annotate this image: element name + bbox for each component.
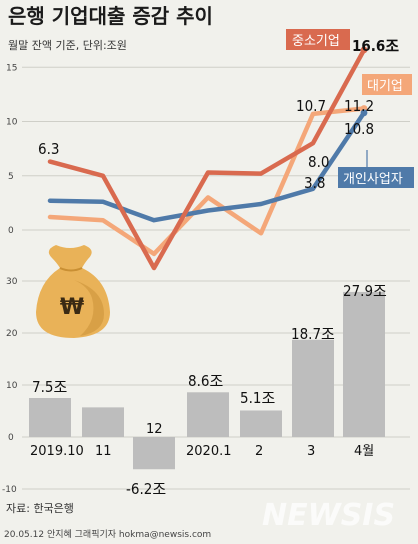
bar-label-mar: 18.7조 (291, 325, 335, 343)
legend-tag-individual: 개인사업자 (338, 150, 414, 188)
bar-y-tick-20: 20 (6, 329, 18, 339)
bar-label-dec: -6.2조 (126, 480, 166, 498)
bar-y-tick-minus10: -10 (2, 485, 17, 495)
chart-subtitle: 월말 잔액 기준, 단위:조원 (8, 39, 127, 52)
line-y-tick-5: 5 (8, 172, 14, 182)
label-sme-apr: 16.6조 (352, 37, 399, 55)
bar-series (29, 291, 385, 470)
bar-label-jan: 8.6조 (188, 372, 223, 390)
x-label-apr: 4월 (354, 444, 374, 459)
line-y-tick-0: 0 (8, 226, 14, 236)
label-sme-mar: 8.0 (308, 153, 329, 171)
bar-label-apr: 27.9조 (343, 282, 387, 300)
bar-chart-y-ticks: 30 20 10 0 -10 (2, 277, 18, 495)
label-large-mar: 10.7 (296, 97, 326, 115)
bar-4 (240, 410, 282, 437)
legend-label-individual: 개인사업자 (343, 172, 403, 187)
watermark-logo: NEWSIS (262, 498, 395, 533)
bar-y-tick-30: 30 (6, 277, 18, 287)
svg-text:₩: ₩ (60, 295, 84, 320)
bar-y-tick-10: 10 (6, 381, 18, 391)
legend-tag-sme: 중소기업 (286, 29, 350, 50)
x-label-feb: 2 (255, 444, 263, 459)
legend-tag-large: 대기업 (362, 74, 412, 95)
credit-line: 20.05.12 안지혜 그래픽기자 hokma@newsis.com (4, 528, 211, 540)
x-label-oct: 2019.10 (30, 444, 84, 459)
line-y-tick-10: 10 (6, 118, 18, 128)
bar-label-oct: 7.5조 (32, 378, 67, 396)
series-point-2-6 (360, 109, 368, 117)
line-value-labels: 6.3 16.6조 10.7 11.2 8.0 3.8 10.8 (38, 37, 399, 192)
bar-5 (292, 339, 334, 437)
bar-value-labels: 7.5조 -6.2조 8.6조 5.1조 18.7조 27.9조 (32, 282, 387, 498)
legend-label-sme: 중소기업 (292, 34, 340, 49)
label-sme-oct: 6.3 (38, 140, 59, 158)
x-label-mar: 3 (307, 444, 315, 459)
bar-label-feb: 5.1조 (240, 389, 275, 407)
label-ind-apr: 10.8 (344, 120, 374, 138)
label-large-apr: 11.2 (344, 97, 374, 115)
bar-2 (133, 437, 175, 470)
bar-0 (29, 398, 71, 437)
x-label-nov: 11 (95, 444, 112, 459)
x-label-dec: 12 (146, 422, 163, 437)
series-line-2 (47, 110, 367, 223)
bar-y-tick-0: 0 (8, 433, 14, 443)
chart-title: 은행 기업대출 증감 추이 (8, 4, 213, 28)
label-ind-mar: 3.8 (304, 174, 325, 192)
bar-3 (187, 392, 229, 437)
line-chart-grid (22, 66, 410, 231)
series-point-0-6 (360, 46, 368, 54)
legend-label-large: 대기업 (367, 79, 403, 94)
series-line-0 (47, 47, 367, 271)
bar-6 (343, 291, 385, 437)
money-bag-won-icon: ₩ (36, 245, 110, 338)
bar-1 (82, 407, 124, 437)
source-note: 자료: 한국은행 (6, 502, 74, 515)
series-line-1 (47, 106, 367, 257)
line-series (47, 46, 368, 271)
x-label-jan: 2020.1 (186, 444, 232, 459)
line-y-tick-15: 15 (6, 63, 17, 73)
x-axis-labels: 2019.10 11 12 2020.1 2 3 4월 (30, 422, 374, 459)
line-chart-y-ticks: 15 10 5 0 (6, 63, 18, 236)
